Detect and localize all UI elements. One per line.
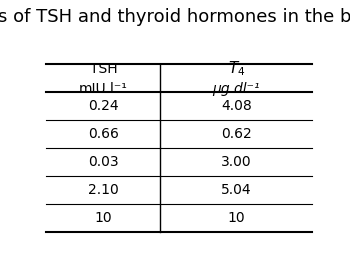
Text: s of TSH and thyroid hormones in the b: s of TSH and thyroid hormones in the b bbox=[0, 8, 350, 26]
Text: 0.66: 0.66 bbox=[88, 127, 119, 141]
Text: mIU.l⁻¹: mIU.l⁻¹ bbox=[79, 82, 128, 96]
Text: 3.00: 3.00 bbox=[221, 155, 252, 169]
Text: 5.04: 5.04 bbox=[221, 183, 252, 197]
Text: 2.10: 2.10 bbox=[88, 183, 119, 197]
Text: TSH: TSH bbox=[90, 62, 117, 76]
Text: μg.dl⁻¹: μg.dl⁻¹ bbox=[212, 82, 260, 96]
Text: 0.03: 0.03 bbox=[88, 155, 119, 169]
Text: 0.62: 0.62 bbox=[221, 127, 252, 141]
Text: 10: 10 bbox=[228, 211, 245, 225]
Text: 10: 10 bbox=[94, 211, 112, 225]
Text: 0.24: 0.24 bbox=[88, 99, 119, 113]
Text: 4.08: 4.08 bbox=[221, 99, 252, 113]
Text: $T_4$: $T_4$ bbox=[228, 59, 245, 78]
